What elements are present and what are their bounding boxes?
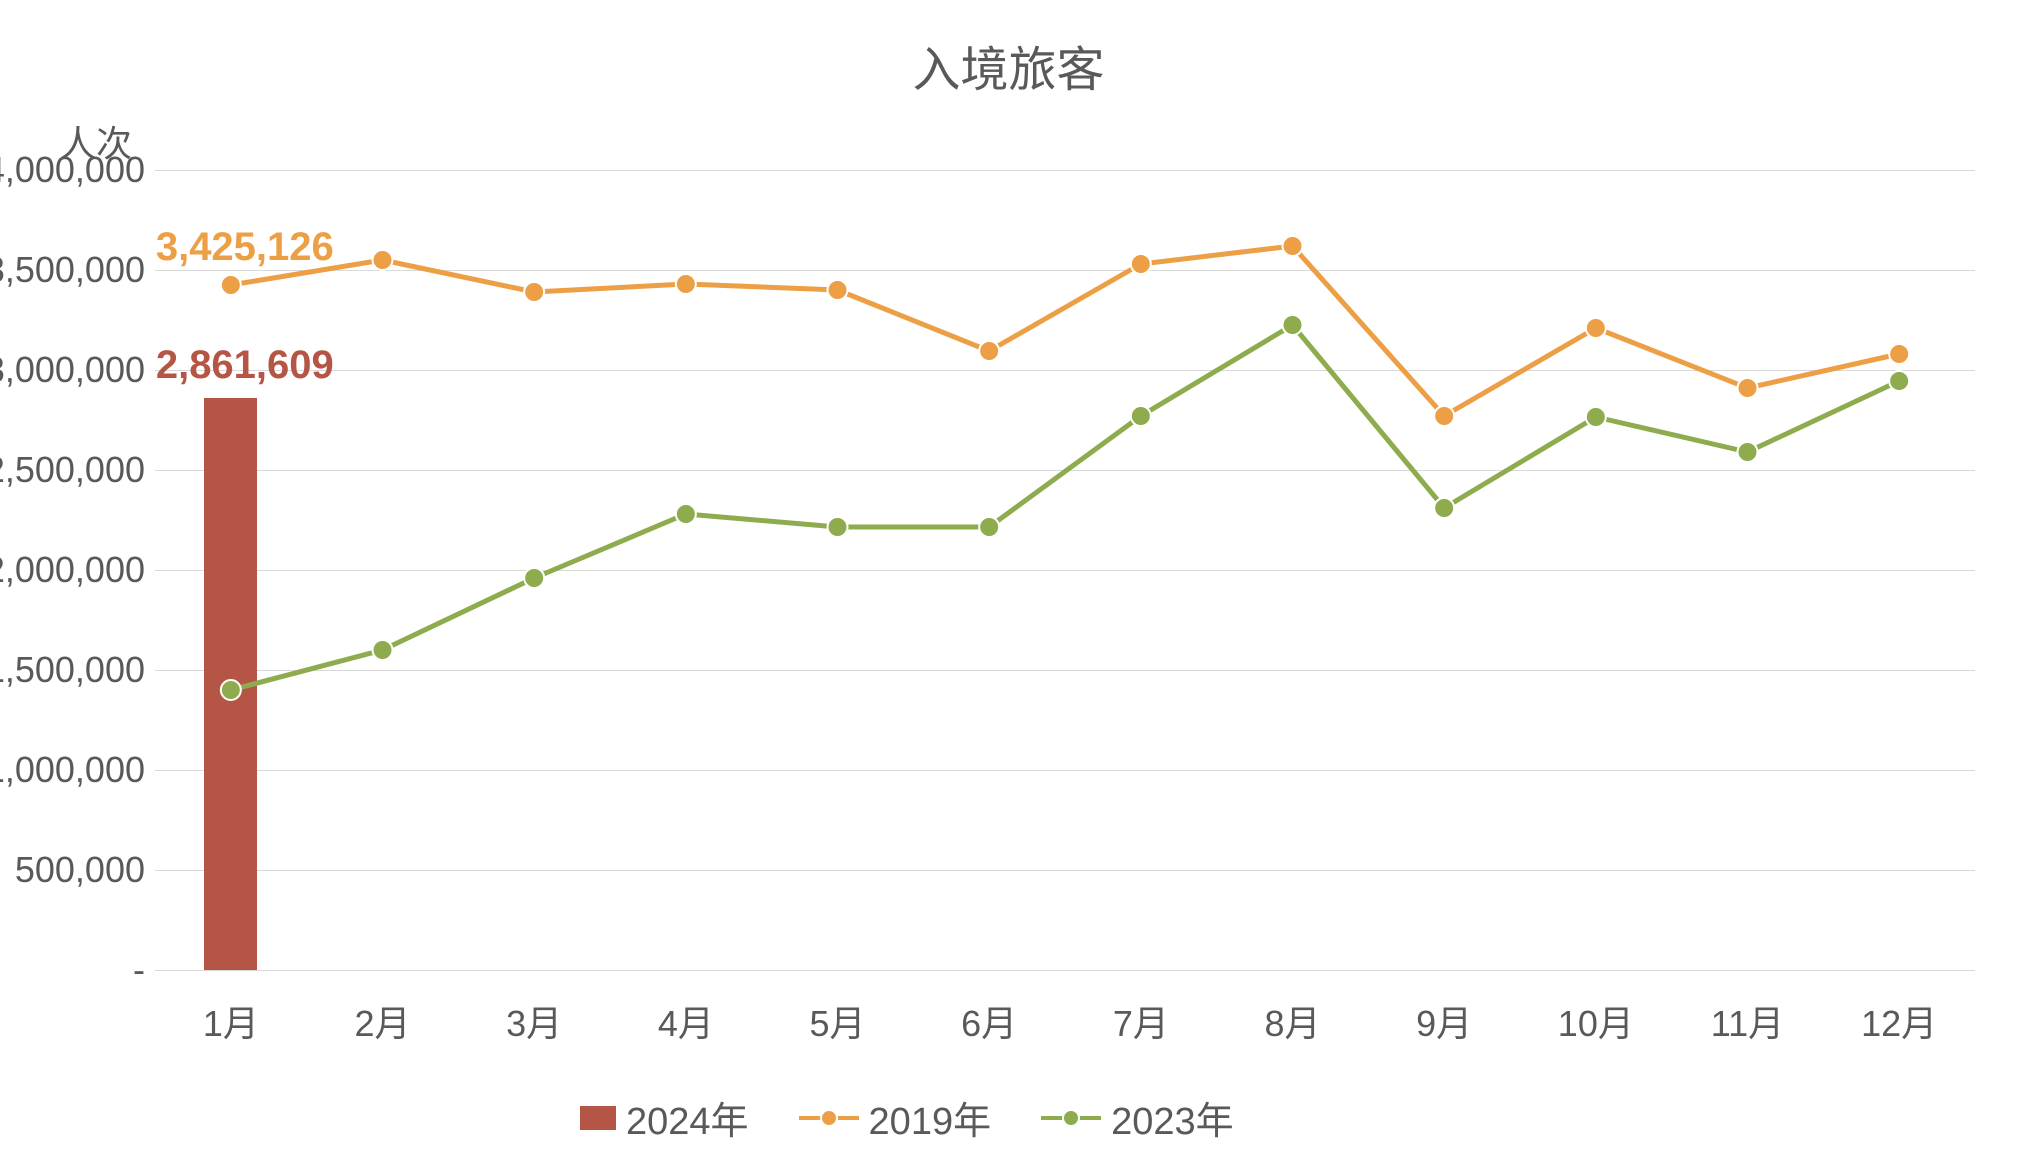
- y-tick-label: 1,500,000: [0, 649, 145, 691]
- x-tick-label: 1月: [155, 995, 307, 1047]
- x-tick-label: 3月: [458, 995, 610, 1047]
- legend-swatch-line: [1041, 1106, 1101, 1130]
- y-tick-label: -: [0, 949, 145, 991]
- x-tick-label: 5月: [762, 995, 914, 1047]
- x-tick-label: 10月: [1520, 995, 1672, 1047]
- y-tick-label: 4,000,000: [0, 149, 145, 191]
- legend: 2024年 2019年 2023年: [580, 1090, 1234, 1145]
- plot-area: -500,0001,000,0001,500,0002,000,0002,500…: [155, 170, 1975, 970]
- x-tick-label: 8月: [1217, 995, 1369, 1047]
- y-tick-label: 3,000,000: [0, 349, 145, 391]
- legend-label: 2019年: [869, 1090, 992, 1145]
- legend-label: 2023年: [1111, 1090, 1234, 1145]
- x-tick-label: 12月: [1823, 995, 1975, 1047]
- y-tick-label: 2,500,000: [0, 449, 145, 491]
- y-tick-label: 1,000,000: [0, 749, 145, 791]
- legend-item-s2019: 2019年: [799, 1090, 992, 1145]
- legend-item-s2024: 2024年: [580, 1090, 749, 1145]
- x-tick-label: 7月: [1065, 995, 1217, 1047]
- chart-container: 入境旅客 人次 -500,0001,000,0001,500,0002,000,…: [0, 0, 2017, 1173]
- legend-label: 2024年: [626, 1090, 749, 1145]
- gridline: [155, 970, 1975, 971]
- legend-item-s2023: 2023年: [1041, 1090, 1234, 1145]
- x-tick-label: 2月: [307, 995, 459, 1047]
- legend-swatch-line: [799, 1106, 859, 1130]
- series-2019-line: [155, 170, 1975, 970]
- x-tick-label: 11月: [1672, 995, 1824, 1047]
- y-tick-label: 3,500,000: [0, 249, 145, 291]
- x-tick-label: 4月: [610, 995, 762, 1047]
- y-tick-label: 500,000: [0, 849, 145, 891]
- y-tick-label: 2,000,000: [0, 549, 145, 591]
- legend-swatch-bar: [580, 1106, 616, 1130]
- data-label-2019: 3,425,126: [156, 225, 334, 270]
- x-tick-label: 9月: [1368, 995, 1520, 1047]
- chart-title: 入境旅客: [0, 30, 2017, 100]
- x-tick-label: 6月: [913, 995, 1065, 1047]
